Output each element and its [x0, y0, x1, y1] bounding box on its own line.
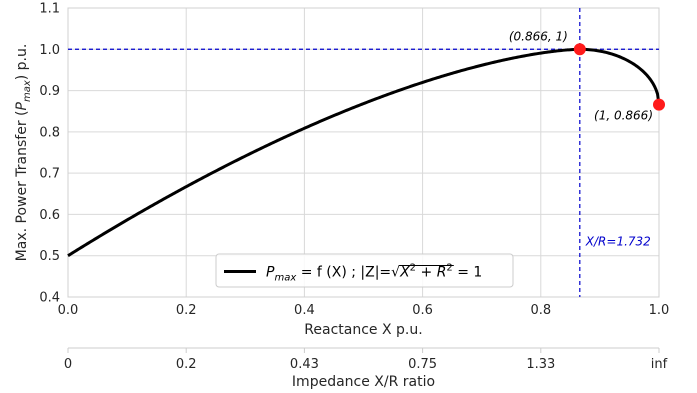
legend-plus: + [416, 265, 437, 281]
x-tick-label: 0.2 [176, 303, 197, 318]
y-tick-label: 0.9 [39, 84, 60, 99]
marker-points: (0.866, 1) (1, 0.866) [509, 29, 665, 123]
y-axis-label-suffix: ) p.u. [14, 44, 30, 81]
legend-r: R [437, 265, 447, 281]
y-axis-label-prefix: Max. Power Transfer ( [14, 111, 30, 262]
plot-frame [67, 7, 660, 298]
point-label: (1, 0.866) [594, 109, 653, 123]
secondary-tick-label: inf [651, 357, 668, 372]
y-tick-label: 0.5 [39, 249, 60, 264]
legend-suffix: = 1 [453, 265, 483, 281]
y-tick-label: 0.4 [39, 291, 60, 306]
y-axis-label: Max. Power Transfer (Pmax) p.u. [14, 44, 33, 262]
x-tick-label: 0.8 [530, 303, 551, 318]
y-tick-label: 1.0 [39, 43, 60, 58]
y-tick-label: 0.7 [39, 167, 60, 182]
x-axis-label: Reactance X p.u. [304, 322, 422, 338]
x-tick-label: 1.0 [649, 303, 670, 318]
legend-box [215, 253, 514, 288]
y-tick-label: 0.6 [39, 208, 60, 223]
y-axis-label-p: P [14, 102, 30, 111]
legend-exp-2: 2 [446, 263, 452, 274]
legend-series-label: Pmax = f (X) ; |Z|=√X2 + R2 = 1 [266, 263, 482, 284]
secondary-x-axis: 0 0.2 0.43 0.75 1.33 inf [64, 347, 668, 372]
y-axis-label-sub: max [22, 80, 33, 102]
secondary-tick-label: 0 [64, 357, 72, 372]
x-tick-label: 0.4 [294, 303, 315, 318]
point-label: (0.866, 1) [509, 29, 568, 43]
xr-ratio-label: X/R=1.732 [585, 234, 651, 248]
legend-exp-1: 2 [410, 263, 416, 274]
plot-border [67, 7, 660, 298]
x-tick-label: 0.6 [412, 303, 433, 318]
legend-x: X [399, 265, 410, 281]
secondary-tick-label: 0.2 [176, 357, 197, 372]
series-layer [67, 47, 661, 257]
legend-p: P [266, 265, 275, 281]
x-tick-label: 0.0 [58, 303, 79, 318]
legend-mid: = f (X) ; |Z|= [296, 265, 391, 281]
marker-point [573, 43, 586, 56]
secondary-tick-label: 0.75 [408, 357, 437, 372]
secondary-x-axis-label: Impedance X/R ratio [292, 374, 435, 390]
secondary-tick-label: 0.43 [290, 357, 319, 372]
series-line [67, 47, 661, 257]
y-tick-label: 0.8 [39, 125, 60, 140]
y-tick-label: 1.1 [39, 2, 60, 17]
secondary-tick-label: 1.33 [526, 357, 555, 372]
legend-sqrt: √ [391, 265, 400, 281]
marker-point [653, 98, 665, 111]
tick-labels: 0.0 0.2 0.4 0.6 0.8 1.0 0.4 0.5 0.6 0.7 0.8 0.9 1.0 1… [39, 2, 669, 319]
legend: Pmax = f (X) ; |Z|=√X2 + R2 = 1 [215, 253, 514, 288]
legend-sub: max [274, 273, 296, 284]
